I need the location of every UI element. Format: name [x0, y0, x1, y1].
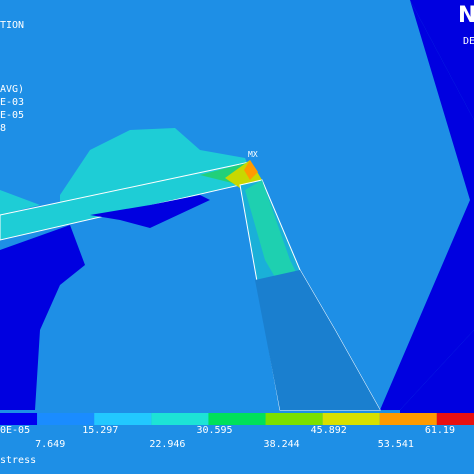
under-beam — [90, 195, 210, 228]
info-line: E-05 — [0, 110, 24, 121]
info-line: 8 — [0, 123, 6, 134]
legend-label: 0E-05 — [0, 425, 30, 436]
legend-label: 15.297 — [82, 425, 118, 436]
legend-label: 30.595 — [196, 425, 232, 436]
legend-label: 45.892 — [311, 425, 347, 436]
legend-swatch — [0, 413, 38, 425]
cyan-region — [60, 128, 250, 205]
legend-swatch — [151, 413, 209, 425]
legend: 0E-05 15.297 30.595 45.892 61.19 7.649 22.946 3… — [0, 413, 474, 474]
legend-swatch — [208, 413, 266, 425]
legend-label: 53.541 — [378, 439, 414, 450]
legend-swatch — [94, 413, 152, 425]
max-label: MX — [248, 150, 258, 159]
outer-edge — [380, 0, 474, 410]
cyan-left — [0, 190, 40, 215]
legend-swatch — [265, 413, 323, 425]
legend-label: 7.649 — [35, 439, 65, 450]
leg-low — [255, 270, 380, 410]
info-line: AVG) — [0, 84, 24, 95]
legend-swatch — [322, 413, 380, 425]
legend-label: 61.19 — [425, 425, 455, 436]
header-right: DE — [463, 36, 474, 47]
logo: N — [458, 3, 474, 28]
legend-swatch — [436, 413, 474, 425]
left-region — [0, 225, 85, 410]
legend-swatch — [37, 413, 95, 425]
legend-label: 22.946 — [149, 439, 185, 450]
legend-bg — [0, 425, 474, 474]
legend-swatch — [379, 413, 437, 425]
title: TION — [0, 20, 24, 31]
outer-region — [400, 0, 474, 474]
footer: stress — [0, 455, 36, 466]
max-spot — [244, 160, 258, 180]
legend-label: 38.244 — [264, 439, 300, 450]
info-line: E-03 — [0, 97, 24, 108]
